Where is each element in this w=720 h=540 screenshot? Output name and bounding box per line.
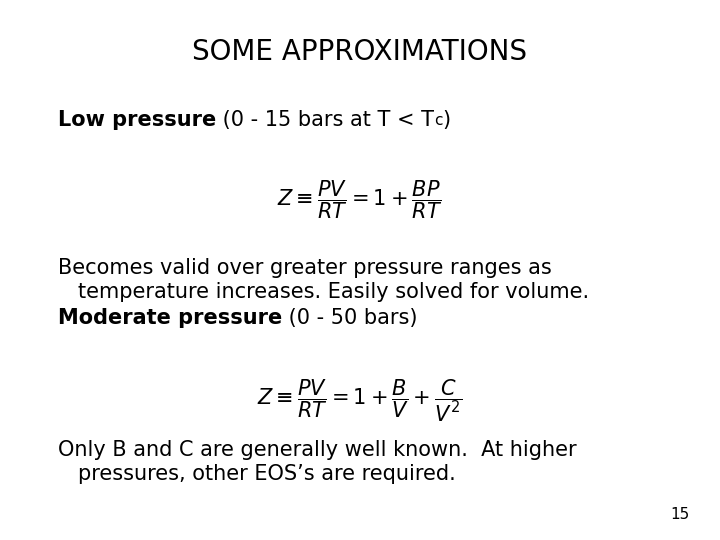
Text: SOME APPROXIMATIONS: SOME APPROXIMATIONS [192, 38, 528, 66]
Text: $Z \equiv \dfrac{PV}{RT} = 1 + \dfrac{BP}{RT}$: $Z \equiv \dfrac{PV}{RT} = 1 + \dfrac{BP… [277, 178, 443, 220]
Text: $Z \equiv \dfrac{PV}{RT} = 1 + \dfrac{B}{V} + \dfrac{C}{V^2}$: $Z \equiv \dfrac{PV}{RT} = 1 + \dfrac{B}… [258, 378, 462, 424]
Text: Becomes valid over greater pressure ranges as: Becomes valid over greater pressure rang… [58, 258, 552, 278]
Text: Moderate pressure: Moderate pressure [58, 308, 282, 328]
Text: (0 - 50 bars): (0 - 50 bars) [282, 308, 418, 328]
Text: Low pressure: Low pressure [58, 110, 216, 130]
Text: c: c [434, 113, 443, 128]
Text: pressures, other EOS’s are required.: pressures, other EOS’s are required. [78, 464, 456, 484]
Text: Only B and C are generally well known.  At higher: Only B and C are generally well known. A… [58, 440, 577, 460]
Text: temperature increases. Easily solved for volume.: temperature increases. Easily solved for… [78, 282, 589, 302]
Text: 15: 15 [671, 507, 690, 522]
Text: ): ) [443, 110, 451, 130]
Text: (0 - 15 bars at T < T: (0 - 15 bars at T < T [216, 110, 434, 130]
